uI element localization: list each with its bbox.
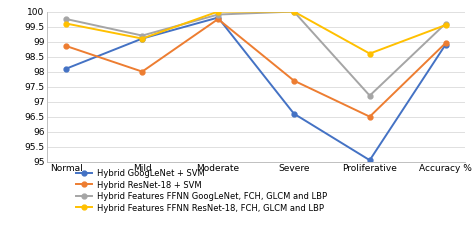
Hybrid Features FFNN GoogLeNet, FCH, GLCM and LBP — [215, 13, 221, 16]
Hybrid ResNet-18 + SVM — [139, 70, 145, 73]
Hybrid GoogLeNet + SVM — [367, 159, 373, 161]
Line: Hybrid ResNet-18 + SVM: Hybrid ResNet-18 + SVM — [64, 17, 448, 119]
Hybrid ResNet-18 + SVM — [215, 18, 221, 20]
Hybrid GoogLeNet + SVM — [215, 16, 221, 19]
Hybrid GoogLeNet + SVM — [139, 37, 145, 40]
Hybrid ResNet-18 + SVM — [64, 45, 69, 47]
Hybrid Features FFNN GoogLeNet, FCH, GLCM and LBP — [367, 94, 373, 97]
Hybrid Features FFNN GoogLeNet, FCH, GLCM and LBP — [291, 10, 297, 13]
Hybrid Features FFNN ResNet-18, FCH, GLCM and LBP — [139, 37, 145, 40]
Legend: Hybrid GoogLeNet + SVM, Hybrid ResNet-18 + SVM, Hybrid Features FFNN GoogLeNet, : Hybrid GoogLeNet + SVM, Hybrid ResNet-18… — [73, 166, 330, 216]
Hybrid ResNet-18 + SVM — [291, 79, 297, 82]
Hybrid Features FFNN GoogLeNet, FCH, GLCM and LBP — [139, 34, 145, 37]
Line: Hybrid Features FFNN ResNet-18, FCH, GLCM and LBP: Hybrid Features FFNN ResNet-18, FCH, GLC… — [64, 9, 448, 56]
Hybrid Features FFNN ResNet-18, FCH, GLCM and LBP — [291, 10, 297, 13]
Line: Hybrid Features FFNN GoogLeNet, FCH, GLCM and LBP: Hybrid Features FFNN GoogLeNet, FCH, GLC… — [64, 9, 448, 98]
Hybrid Features FFNN GoogLeNet, FCH, GLCM and LBP — [64, 18, 69, 20]
Hybrid ResNet-18 + SVM — [367, 115, 373, 118]
Hybrid Features FFNN ResNet-18, FCH, GLCM and LBP — [64, 22, 69, 25]
Hybrid GoogLeNet + SVM — [291, 112, 297, 115]
Hybrid Features FFNN ResNet-18, FCH, GLCM and LBP — [443, 24, 448, 26]
Hybrid Features FFNN ResNet-18, FCH, GLCM and LBP — [215, 10, 221, 13]
Hybrid GoogLeNet + SVM — [443, 43, 448, 46]
Hybrid Features FFNN GoogLeNet, FCH, GLCM and LBP — [443, 22, 448, 25]
Hybrid Features FFNN ResNet-18, FCH, GLCM and LBP — [367, 52, 373, 55]
Line: Hybrid GoogLeNet + SVM: Hybrid GoogLeNet + SVM — [64, 15, 448, 163]
Hybrid GoogLeNet + SVM — [64, 67, 69, 70]
Hybrid ResNet-18 + SVM — [443, 42, 448, 44]
